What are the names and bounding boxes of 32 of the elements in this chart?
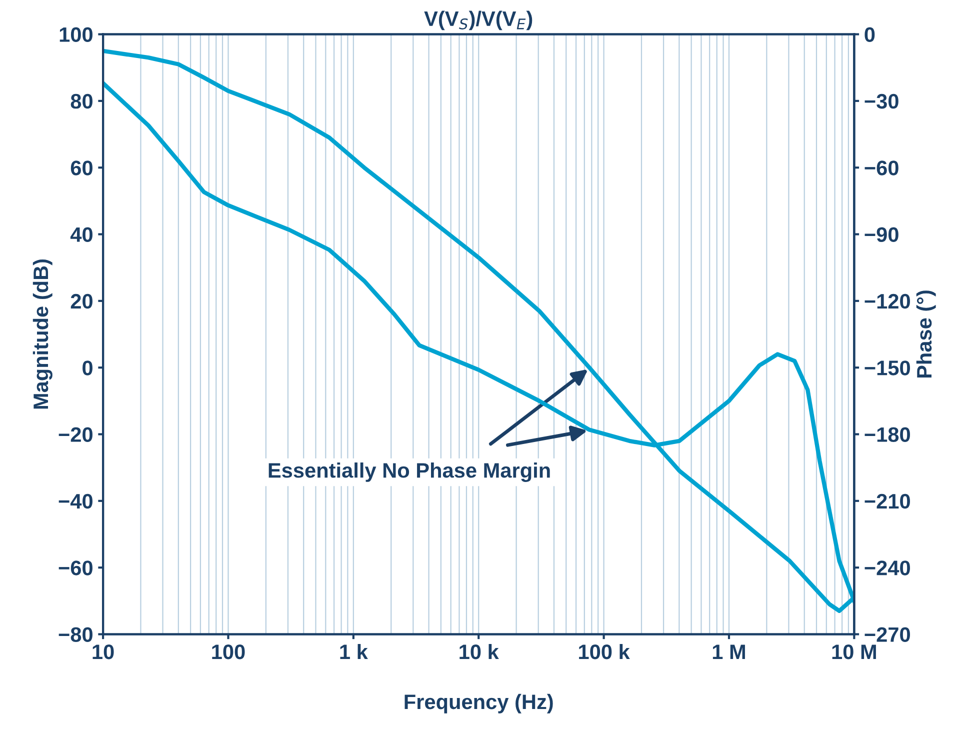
y2-tick-label: −270 <box>864 627 910 642</box>
y2-tick-label: −210 <box>864 494 910 509</box>
y-tick-label: 40 <box>70 227 92 242</box>
y-tick-label: 20 <box>70 294 92 309</box>
x-tick-label: 1 M <box>712 644 745 660</box>
y2-tick-label: −120 <box>864 294 910 309</box>
y-tick-label: 80 <box>70 94 92 109</box>
x-tick-label: 100 k <box>579 644 630 660</box>
y-axis-title: Magnitude (dB) <box>32 259 52 409</box>
y2-tick-label: −240 <box>864 560 910 576</box>
y2-axis-title: Phase (°) <box>916 290 936 378</box>
y2-tick-label: −180 <box>864 427 910 442</box>
y-tick-label: −80 <box>58 627 92 642</box>
y2-tick-label: 0 <box>864 27 875 42</box>
annotation: Essentially No Phase Margin <box>268 462 550 482</box>
y2-tick-label: −30 <box>864 94 898 109</box>
x-tick-label: 10 <box>92 644 114 660</box>
x-tick-label: 1 k <box>340 644 368 660</box>
y2-tick-label: −150 <box>864 360 910 376</box>
x-axis-title: Frequency (Hz) <box>404 694 553 714</box>
y-tick-label: 100 <box>60 27 92 42</box>
y-tick-label: 0 <box>82 360 92 376</box>
x-tick-label: 10 k <box>460 644 499 660</box>
y-tick-label: −60 <box>58 560 92 576</box>
y-tick-label: 60 <box>70 160 92 176</box>
y2-tick-label: −90 <box>864 227 898 242</box>
y-tick-label: −40 <box>58 494 92 509</box>
x-tick-label: 10 M <box>832 644 876 660</box>
y-tick-label: −20 <box>58 427 92 442</box>
chart-title: V(V$_{S}$)/V(V$_{E}$) <box>424 10 532 30</box>
x-tick-label: 100 <box>212 644 245 660</box>
y2-tick-label: −60 <box>864 160 898 176</box>
